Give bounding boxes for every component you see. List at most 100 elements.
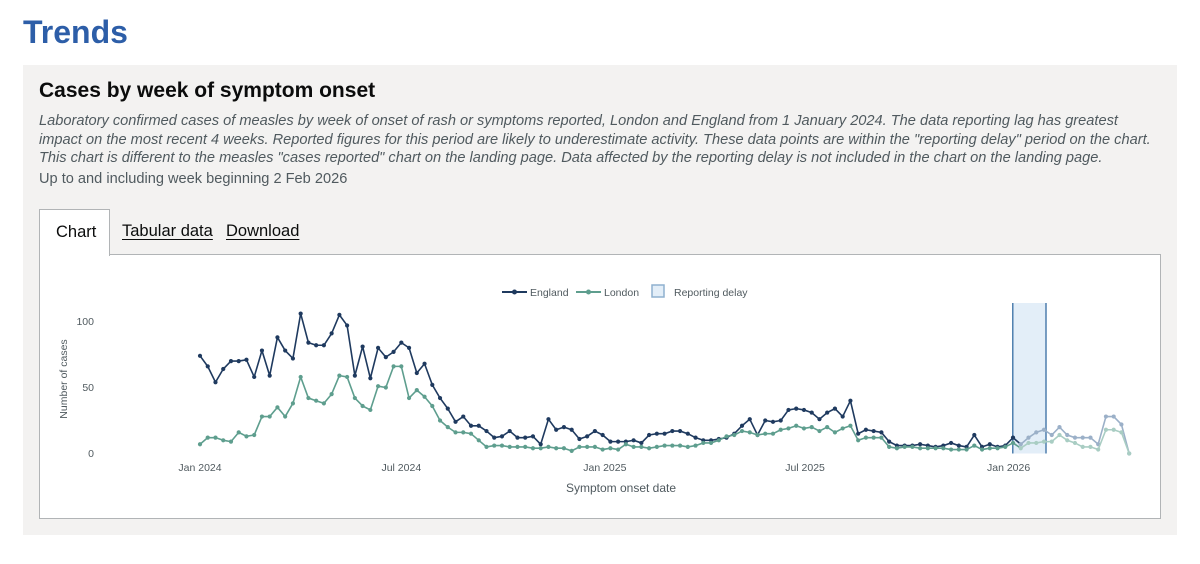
london-point [267, 414, 272, 419]
london-point [848, 423, 853, 428]
london-point [1026, 440, 1031, 446]
london-point [329, 392, 334, 397]
england-point [507, 428, 512, 434]
england-point [1034, 430, 1039, 435]
london-point [252, 432, 257, 438]
london-point [492, 443, 497, 448]
england-point [453, 419, 458, 424]
england-point [414, 370, 419, 376]
london-point [770, 431, 776, 436]
london-point [902, 444, 907, 449]
london-point [631, 444, 636, 449]
london-point [592, 444, 597, 449]
england-point [817, 417, 822, 422]
x-tick-label: Jul 2025 [785, 462, 825, 474]
london-point [1111, 427, 1116, 432]
england-point [306, 340, 311, 345]
london-point [275, 405, 280, 410]
england-point [422, 361, 427, 366]
tab-download[interactable]: Download [226, 222, 300, 240]
tab-chart[interactable]: Chart [39, 209, 110, 256]
england-point [1057, 425, 1062, 430]
london-point [546, 444, 551, 449]
england-point [538, 442, 543, 447]
card-title: Cases by week of symptom onset [39, 79, 376, 102]
london-point [468, 431, 474, 436]
london-point [879, 435, 884, 440]
london-point [972, 443, 977, 448]
england-point [515, 435, 520, 440]
london-point [569, 448, 574, 453]
london-point [693, 443, 698, 448]
england-point [236, 359, 241, 364]
england-point [662, 431, 667, 436]
london-point [321, 401, 326, 406]
london-point [1057, 432, 1062, 438]
london-point [956, 447, 961, 452]
london-point [345, 374, 350, 380]
london-point [1003, 444, 1008, 449]
london-series-line [199, 365, 1022, 452]
england-point [770, 419, 776, 424]
tab-tabular-data[interactable]: Tabular data [122, 222, 213, 240]
england-point [569, 427, 574, 432]
london-point [221, 438, 226, 443]
london-point [391, 364, 396, 369]
england-point [1080, 435, 1085, 440]
london-point [856, 438, 861, 443]
london-point [925, 446, 930, 451]
london-point [616, 447, 621, 452]
london-point [763, 431, 768, 436]
england-point [1026, 435, 1031, 440]
x-axis-title: Symptom onset date [566, 481, 676, 495]
london-point [530, 446, 536, 451]
page-title: Trends [23, 14, 128, 50]
england-point [1119, 422, 1124, 427]
england-point [840, 414, 845, 419]
chart-card: Cases by week of symptom onset Laborator… [23, 65, 1177, 535]
england-point [918, 442, 923, 447]
england-point [298, 311, 303, 316]
england-point [693, 435, 698, 440]
england-point [375, 345, 381, 350]
london-point [414, 388, 419, 393]
london-point [639, 444, 644, 449]
england-point [685, 431, 690, 436]
london-point [910, 444, 915, 449]
england-point [221, 366, 226, 372]
london-point [205, 435, 210, 440]
england-point [252, 374, 257, 380]
england-point [391, 349, 396, 354]
england-point [430, 382, 435, 387]
x-tick-label: Jul 2024 [381, 462, 421, 474]
london-point [499, 443, 505, 448]
london-point [941, 446, 946, 451]
london-point [817, 428, 822, 434]
plot-area: 0 50 100 Jan 2024 Jul 2024 Jan 2025 Jul 2025 Ja… [76, 303, 1132, 474]
london-point [1072, 440, 1078, 446]
london-point [561, 446, 567, 451]
london-point [825, 425, 830, 430]
england-point [856, 431, 861, 436]
england-point [1088, 435, 1093, 440]
london-point [1034, 440, 1039, 446]
london-point [228, 439, 234, 444]
england-point [275, 335, 280, 340]
england-point [987, 442, 992, 447]
england-point [244, 357, 249, 362]
england-point [677, 428, 683, 434]
england-point [554, 427, 559, 432]
london-point [778, 427, 783, 432]
london-point [1041, 439, 1047, 444]
london-point [786, 426, 791, 431]
london-point [1018, 446, 1023, 451]
england-point [600, 432, 605, 438]
london-point [794, 423, 799, 428]
england-point [1111, 414, 1116, 419]
x-tick-label: Jan 2024 [178, 462, 221, 474]
london-point [236, 430, 241, 435]
london-point [739, 428, 745, 434]
england-point [670, 428, 675, 434]
y-tick-label: 0 [88, 448, 94, 460]
england-point [461, 414, 466, 419]
